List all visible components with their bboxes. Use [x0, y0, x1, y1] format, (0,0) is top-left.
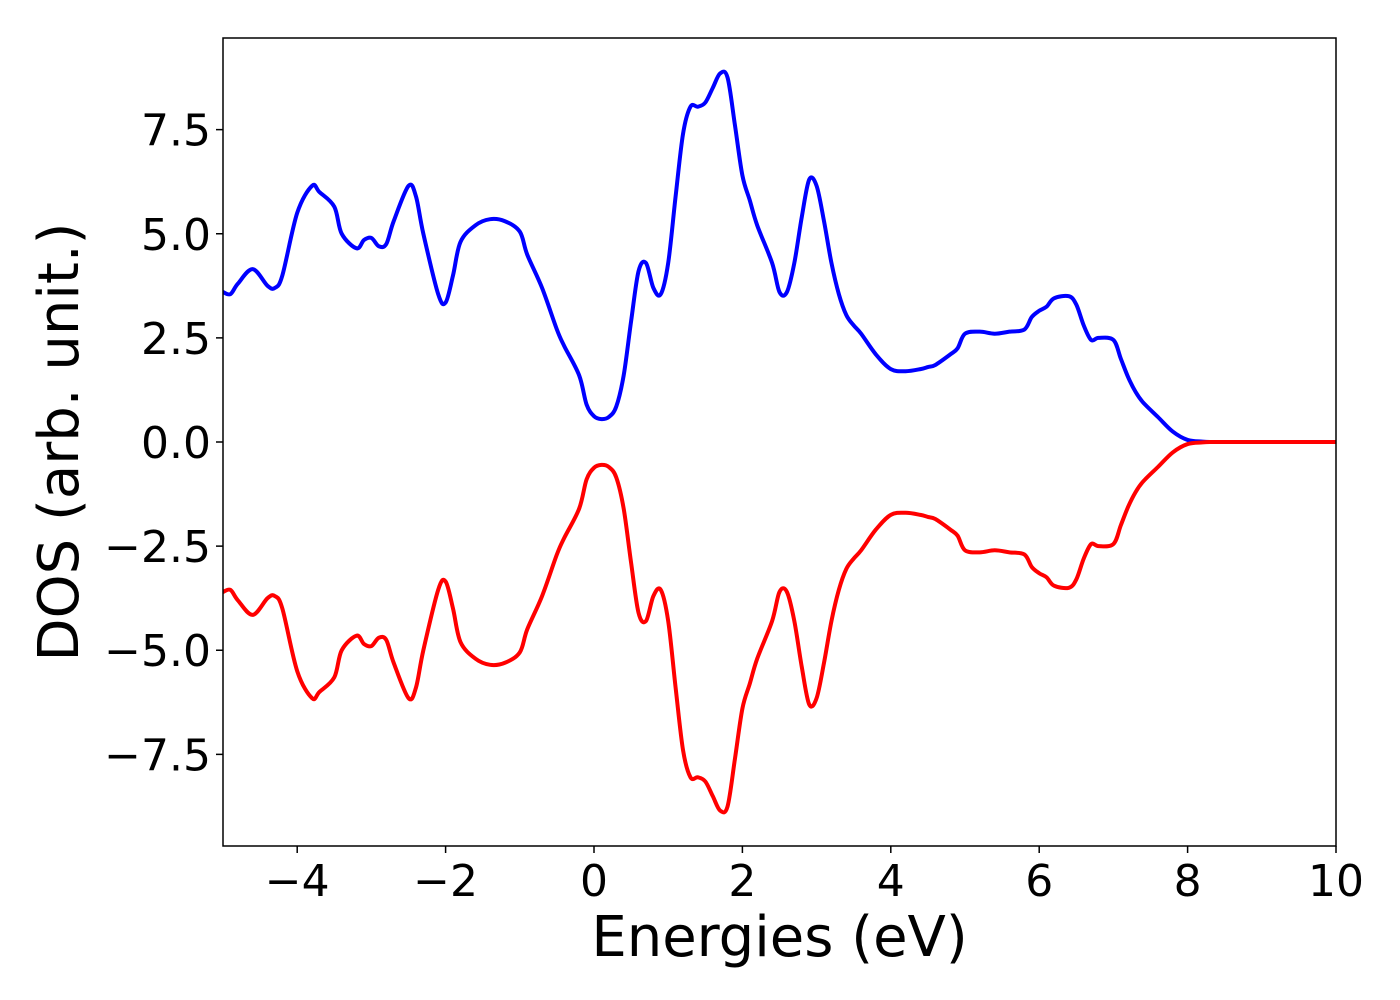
- series-line-positive: [223, 69, 1336, 445]
- x-tick-label: 6: [1025, 856, 1053, 907]
- y-axis: 7.5 5.0 2.5 0.0 −2.5 −5.0 −7.5: [104, 106, 223, 781]
- x-tick-label: −2: [413, 856, 478, 907]
- x-tick-label: 2: [728, 856, 756, 907]
- x-tick-label: −4: [265, 856, 330, 907]
- x-tick-label: 8: [1174, 856, 1202, 907]
- y-tick-label: 5.0: [141, 210, 211, 261]
- x-tick-label: 0: [580, 856, 608, 907]
- x-tick-label: 4: [877, 856, 905, 907]
- x-tick-label: 10: [1308, 856, 1364, 907]
- y-tick-label: 7.5: [141, 106, 211, 157]
- y-tick-label: −7.5: [104, 730, 211, 781]
- y-tick-label: −2.5: [104, 522, 211, 573]
- y-tick-label: 2.5: [141, 314, 211, 365]
- y-axis-title: DOS (arb. unit.): [27, 222, 92, 661]
- y-tick-label: 0.0: [141, 418, 211, 469]
- series-layer: [223, 69, 1336, 815]
- x-axis-title: Energies (eV): [591, 905, 967, 970]
- y-tick-label: −5.0: [104, 626, 211, 677]
- x-axis: −4 −2 0 2 4 6 8 10: [265, 846, 1364, 907]
- series-line-negative: [223, 439, 1336, 815]
